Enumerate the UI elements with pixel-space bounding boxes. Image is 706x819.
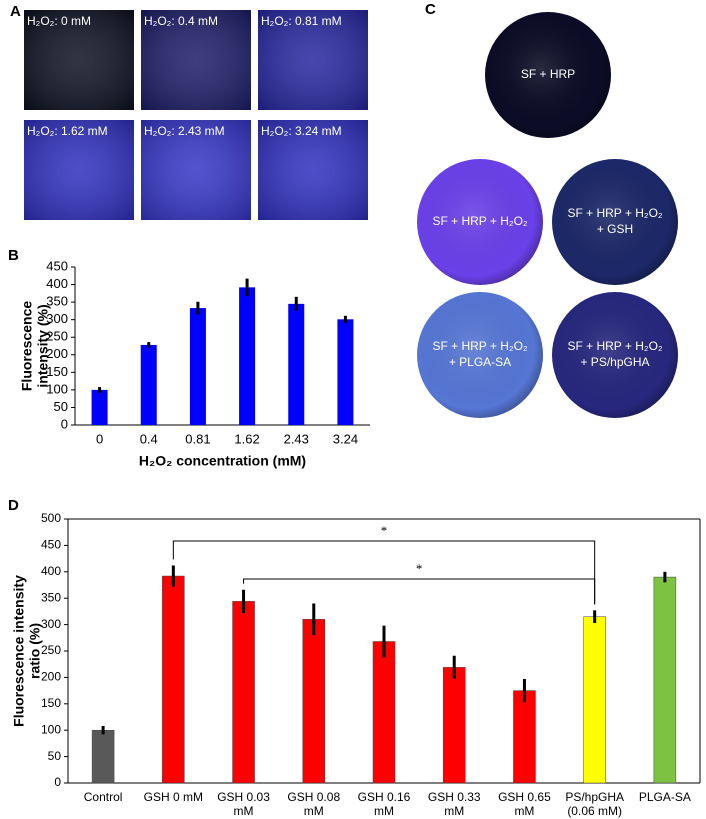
x-tick-label: GSH 0.65 bbox=[498, 790, 551, 804]
x-tick-label: GSH 0.03 bbox=[217, 790, 270, 804]
sample-label: SF + HRP + H₂O₂ bbox=[432, 339, 527, 353]
image-label: H₂O₂: 0.81 mM bbox=[261, 14, 342, 28]
y-tick-label: 150 bbox=[41, 696, 61, 710]
sample-shade bbox=[552, 159, 678, 285]
y-tick-label: 250 bbox=[46, 329, 68, 344]
x-tick-label: mM bbox=[234, 804, 254, 818]
sample-label: SF + HRP bbox=[521, 67, 575, 81]
image-label: H₂O₂: 2.43 mM bbox=[144, 124, 225, 138]
sample-label: + PS/hpGHA bbox=[580, 355, 649, 369]
y-tick-label: 500 bbox=[41, 511, 61, 525]
image-label: H₂O₂: 0 mM bbox=[27, 14, 91, 28]
y-tick-label: 350 bbox=[41, 590, 61, 604]
significance-bracket bbox=[243, 578, 596, 605]
image-label: H₂O₂: 1.62 mM bbox=[27, 124, 108, 138]
panel-letter: C bbox=[425, 1, 436, 18]
image-shade bbox=[24, 10, 134, 110]
image-shade bbox=[141, 120, 251, 220]
y-tick-label: 0 bbox=[61, 416, 68, 431]
image-label: H₂O₂: 3.24 mM bbox=[261, 124, 342, 138]
y-axis-label: Fluorescence intensity bbox=[11, 575, 27, 727]
panel-letter: B bbox=[8, 247, 19, 264]
bar bbox=[442, 667, 466, 784]
bar bbox=[337, 319, 354, 425]
x-tick-label: GSH 0 mM bbox=[144, 790, 203, 804]
y-axis-label: Fluorescence bbox=[19, 301, 35, 391]
x-axis-label: H₂O₂ concentration (mM) bbox=[139, 453, 306, 469]
bar bbox=[162, 575, 185, 784]
y-tick-label: 400 bbox=[41, 564, 61, 578]
y-tick-label: 50 bbox=[54, 399, 68, 414]
x-tick-label: 0.81 bbox=[185, 431, 210, 446]
bar bbox=[302, 619, 326, 784]
x-tick-label: PLGA-SA bbox=[639, 790, 691, 804]
x-tick-label: mM bbox=[444, 804, 464, 818]
x-tick-label: Control bbox=[84, 790, 123, 804]
bar bbox=[239, 287, 256, 425]
y-tick-label: 300 bbox=[46, 311, 68, 326]
panel-letter: D bbox=[8, 497, 19, 514]
sample-shade bbox=[552, 292, 678, 418]
y-tick-label: 250 bbox=[41, 643, 61, 657]
image-shade bbox=[258, 10, 368, 110]
image-shade bbox=[141, 10, 251, 110]
image-shade bbox=[24, 120, 134, 220]
x-tick-label: 1.62 bbox=[234, 431, 259, 446]
x-tick-label: GSH 0.16 bbox=[358, 790, 411, 804]
bar bbox=[653, 576, 677, 784]
bar bbox=[189, 308, 206, 425]
sample-label: + GSH bbox=[597, 222, 633, 236]
y-tick-label: 200 bbox=[46, 346, 68, 361]
image-label: H₂O₂: 0.4 mM bbox=[144, 14, 218, 28]
image-shade bbox=[258, 120, 368, 220]
bar bbox=[513, 690, 536, 784]
y-tick-label: 100 bbox=[41, 722, 61, 736]
y-tick-label: 150 bbox=[46, 364, 68, 379]
y-axis-label: intensity (%) bbox=[35, 304, 51, 387]
sample-shade bbox=[417, 292, 543, 418]
y-tick-label: 100 bbox=[46, 381, 68, 396]
bar bbox=[372, 641, 396, 784]
x-tick-label: mM bbox=[374, 804, 394, 818]
y-tick-label: 0 bbox=[54, 775, 61, 789]
bar bbox=[583, 616, 606, 784]
sample-label: SF + HRP + H₂O₂ bbox=[432, 214, 527, 228]
x-tick-label: 0 bbox=[96, 431, 103, 446]
y-tick-label: 200 bbox=[41, 670, 61, 684]
y-tick-label: 400 bbox=[46, 276, 68, 291]
x-tick-label: mM bbox=[304, 804, 324, 818]
significance-label: * bbox=[381, 523, 388, 538]
bar bbox=[91, 729, 115, 784]
sample-shade bbox=[485, 12, 611, 138]
bar bbox=[232, 601, 255, 784]
x-tick-label: 2.43 bbox=[284, 431, 309, 446]
y-tick-label: 450 bbox=[41, 538, 61, 552]
y-axis-label: ratio (%) bbox=[27, 623, 43, 679]
y-tick-label: 300 bbox=[41, 617, 61, 631]
y-tick-label: 450 bbox=[46, 258, 68, 273]
significance-label: * bbox=[416, 561, 423, 576]
x-tick-label: mM bbox=[514, 804, 534, 818]
bar bbox=[140, 344, 157, 425]
bar bbox=[288, 303, 305, 425]
sample-shade bbox=[417, 159, 543, 285]
sample-label: SF + HRP + H₂O₂ bbox=[567, 206, 662, 220]
y-tick-label: 50 bbox=[48, 749, 62, 763]
x-tick-label: GSH 0.33 bbox=[428, 790, 481, 804]
x-tick-label: 0.4 bbox=[140, 431, 158, 446]
significance-bracket bbox=[172, 540, 596, 605]
y-tick-label: 350 bbox=[46, 294, 68, 309]
bar bbox=[91, 389, 108, 425]
sample-label: SF + HRP + H₂O₂ bbox=[567, 339, 662, 353]
panel-letter: A bbox=[10, 3, 21, 20]
sample-label: + PLGA-SA bbox=[449, 355, 511, 369]
x-tick-label: GSH 0.08 bbox=[287, 790, 340, 804]
x-tick-label: (0.06 mM) bbox=[567, 804, 622, 818]
x-tick-label: 3.24 bbox=[333, 431, 358, 446]
x-tick-label: PS/hpGHA bbox=[565, 790, 624, 804]
